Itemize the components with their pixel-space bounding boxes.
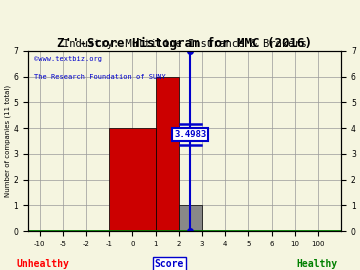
Bar: [109, 128, 156, 231]
Text: Healthy: Healthy: [296, 259, 337, 269]
Bar: [156, 77, 179, 231]
Y-axis label: Number of companies (11 total): Number of companies (11 total): [4, 85, 11, 197]
Text: The Research Foundation of SUNY: The Research Foundation of SUNY: [34, 74, 166, 80]
Text: Industry: Multiline Insurance & Brokers: Industry: Multiline Insurance & Brokers: [63, 39, 306, 49]
Text: Score: Score: [154, 259, 184, 269]
Text: ©www.textbiz.org: ©www.textbiz.org: [34, 56, 102, 62]
Title: Z''-Score Histogram for MMC (2016): Z''-Score Histogram for MMC (2016): [57, 36, 312, 50]
Text: 3.4983: 3.4983: [174, 130, 207, 139]
Text: Unhealthy: Unhealthy: [17, 259, 69, 269]
Bar: [179, 205, 202, 231]
